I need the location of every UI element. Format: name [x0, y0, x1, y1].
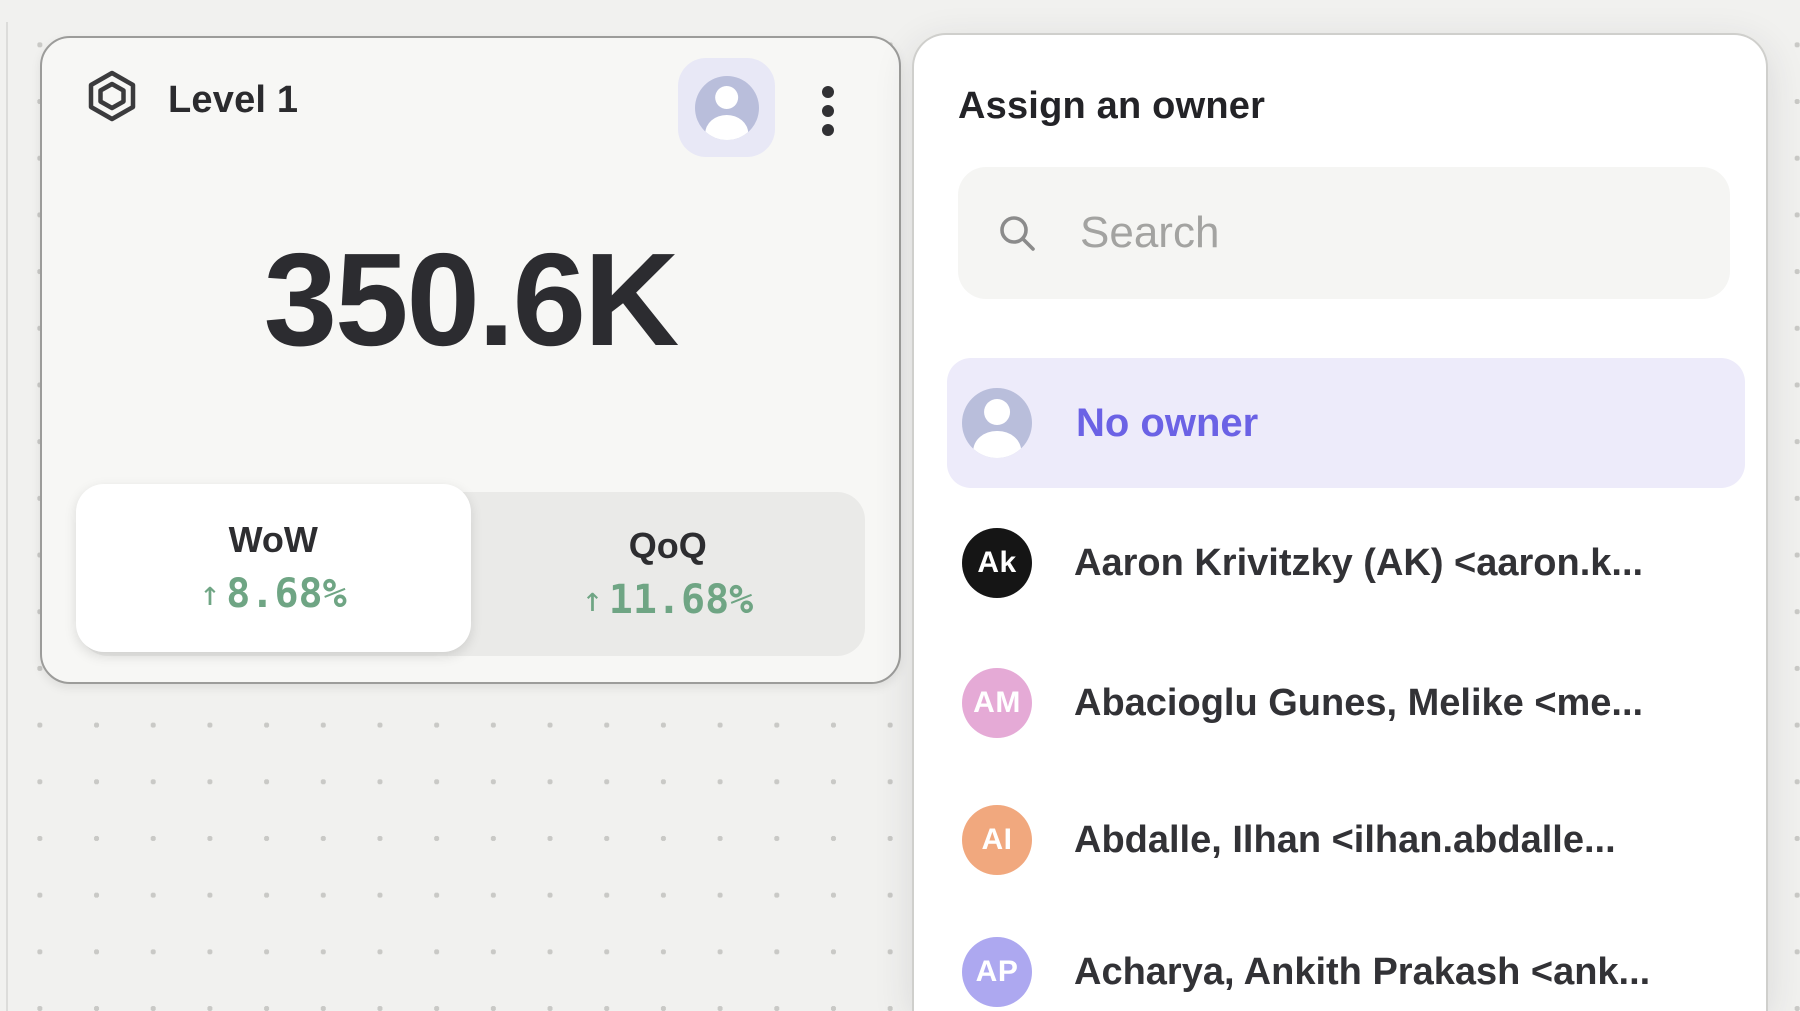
tab-qoq-delta: ↑ 11.68%: [582, 577, 753, 623]
tab-qoq-delta-value: 11.68%: [608, 577, 754, 623]
hexagon-icon: [88, 70, 136, 122]
owner-search-box: [958, 167, 1730, 299]
owner-search-input[interactable]: [1078, 207, 1700, 259]
owner-option[interactable]: AI Abdalle, Ilhan <ilhan.abdalle...: [958, 790, 1730, 890]
person-icon: [962, 388, 1032, 458]
owner-name: Abdalle, Ilhan <ilhan.abdalle...: [1074, 818, 1616, 861]
canvas-edge-line: [6, 22, 8, 1011]
owner-name: Aaron Krivitzky (AK) <aaron.k...: [1074, 541, 1644, 584]
metric-card-header: Level 1: [42, 38, 899, 198]
tab-qoq-label: QoQ: [628, 525, 707, 566]
owner-option[interactable]: AM Abacioglu Gunes, Melike <me...: [958, 653, 1730, 753]
metric-card-level-1[interactable]: Level 1 350.6K WoW ↑ 8.68% QoQ ↑ 11.68%: [40, 36, 901, 684]
avatar: Ak: [962, 528, 1032, 598]
tab-wow-delta: ↑ 8.68%: [200, 571, 347, 617]
avatar: AM: [962, 668, 1032, 738]
metric-value: 350.6K: [263, 226, 680, 373]
comparison-tabs: WoW ↑ 8.68% QoQ ↑ 11.68%: [76, 484, 866, 656]
owner-name: Abacioglu Gunes, Melike <me...: [1074, 681, 1644, 724]
tab-wow-delta-value: 8.68%: [226, 571, 347, 617]
assign-owner-panel: Assign an owner No owner Ak Aaron Krivit…: [912, 33, 1768, 1011]
tab-qoq[interactable]: QoQ ↑ 11.68%: [471, 492, 866, 656]
owner-option[interactable]: AP Acharya, Ankith Prakash <ank...: [958, 922, 1730, 1011]
avatar: AP: [962, 937, 1032, 1007]
assign-owner-button[interactable]: [678, 58, 775, 157]
owner-name: Acharya, Ankith Prakash <ank...: [1074, 950, 1651, 993]
owner-option[interactable]: Ak Aaron Krivitzky (AK) <aaron.k...: [958, 513, 1730, 613]
panel-title: Assign an owner: [958, 85, 1266, 127]
search-icon: [1000, 216, 1035, 251]
tab-wow[interactable]: WoW ↑ 8.68%: [76, 484, 471, 652]
arrow-up-icon: ↑: [582, 580, 603, 620]
no-owner-option[interactable]: No owner: [947, 358, 1745, 488]
avatar: AI: [962, 805, 1032, 875]
metric-card-title: Level 1: [168, 79, 299, 121]
arrow-up-icon: ↑: [199, 574, 221, 614]
tab-wow-label: WoW: [228, 519, 318, 560]
kebab-menu-icon[interactable]: [822, 86, 836, 136]
person-icon: [694, 75, 759, 140]
no-owner-label: No owner: [1076, 400, 1259, 445]
